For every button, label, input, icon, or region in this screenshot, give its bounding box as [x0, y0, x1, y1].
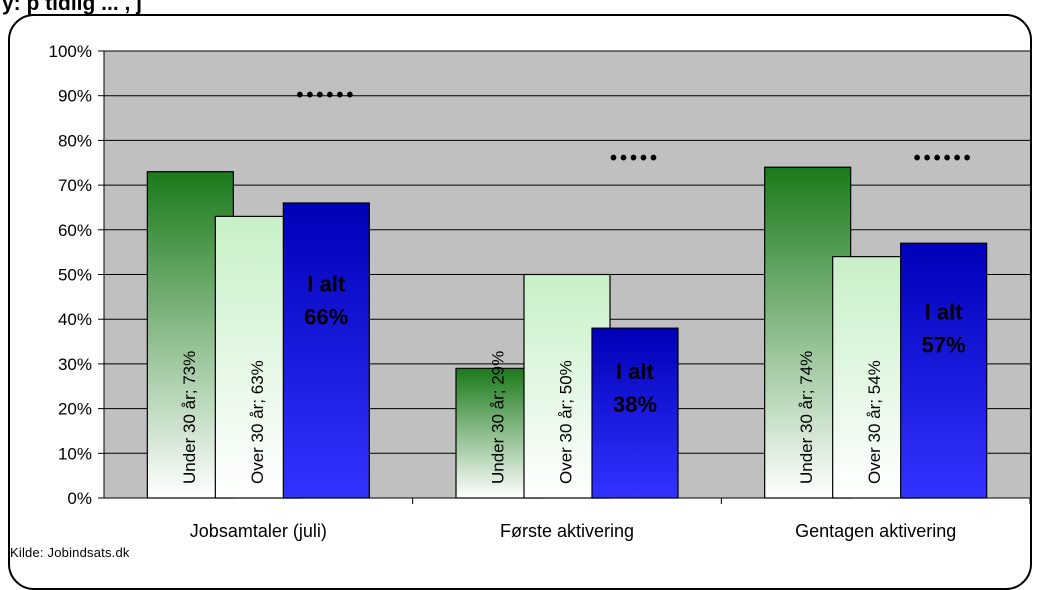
y-tick-label: 60%	[58, 221, 92, 240]
bar-total	[591, 327, 679, 499]
data-label: I alt	[307, 271, 346, 296]
data-label: Over 30 år; 54%	[865, 360, 884, 484]
x-tick-label: Jobsamtaler (juli)	[190, 521, 327, 541]
data-label: Over 30 år; 50%	[556, 360, 575, 484]
source-note: Kilde: Jobindsats.dk	[10, 545, 130, 560]
bar-total	[282, 202, 370, 499]
bars	[146, 166, 988, 499]
data-label: Under 30 år; 74%	[797, 351, 816, 484]
annotation-dots: •••••	[610, 147, 660, 169]
y-tick-label: 40%	[58, 310, 92, 329]
y-tick-label: 80%	[58, 131, 92, 150]
y-tick-label: 0%	[67, 489, 92, 508]
bar-chart: 0% 10% 20% 30% 40% 50% 60% 70% 80% 90% 100% Jobsamt…	[49, 42, 1031, 541]
data-label: Under 30 år; 73%	[180, 351, 199, 484]
data-label: 38%	[613, 392, 657, 417]
y-tick-label: 100%	[49, 42, 92, 61]
data-label: Under 30 år; 29%	[488, 351, 507, 484]
x-tick-label: Gentagen aktivering	[795, 521, 956, 541]
axes: 0% 10% 20% 30% 40% 50% 60% 70% 80% 90% 100% Jobsamt…	[49, 42, 1031, 541]
labels: Under 30 år; 73% Over 30 år; 63% I alt 66% U…	[180, 85, 974, 484]
y-tick-label: 70%	[58, 176, 92, 195]
y-tick-label: 20%	[58, 400, 92, 419]
data-label: I alt	[616, 359, 655, 384]
annotation-dots: ••••••	[296, 85, 356, 107]
x-tick-label: Første aktivering	[500, 521, 634, 541]
data-label: 57%	[922, 333, 966, 358]
data-label: Over 30 år; 63%	[248, 360, 267, 484]
data-label: I alt	[925, 300, 964, 325]
annotation-dots: ••••••	[914, 147, 974, 169]
y-tick-label: 30%	[58, 355, 92, 374]
y-tick-label: 10%	[58, 444, 92, 463]
bar-total	[900, 242, 988, 499]
y-tick-label: 50%	[58, 266, 92, 285]
page-title: y: p tidlig ... , j	[2, 0, 148, 14]
y-tick-label: 90%	[58, 87, 92, 106]
data-label: 66%	[304, 304, 348, 329]
